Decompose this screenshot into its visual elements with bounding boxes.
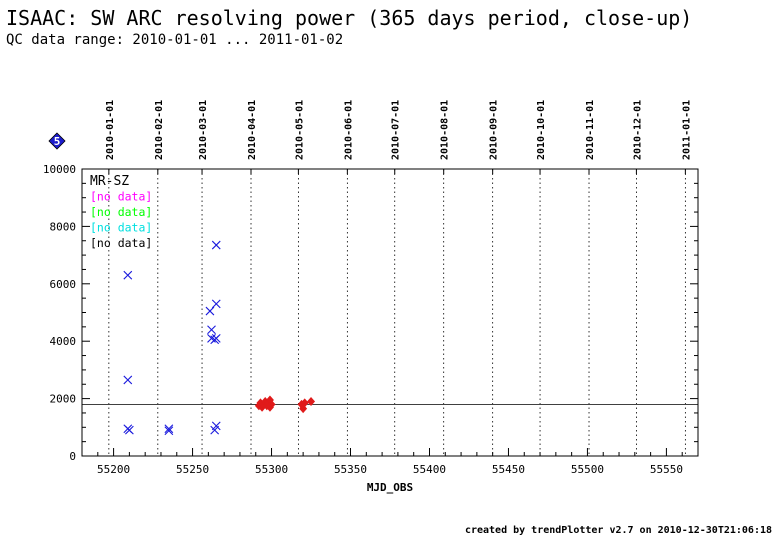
x-stroke <box>205 306 215 316</box>
x-tick-label: 55250 <box>176 463 209 476</box>
x-tick-label: 55350 <box>334 463 367 476</box>
x-tick-label: 55500 <box>571 463 604 476</box>
data-point-x <box>164 424 174 434</box>
badge-diamond <box>48 132 66 150</box>
top-axis-label: 2010-09-01 <box>489 100 500 160</box>
y-tick-label: 2000 <box>50 393 77 406</box>
data-point-x <box>211 333 221 343</box>
x-stroke <box>123 375 133 385</box>
x-axis-label: MJD_OBS <box>367 481 413 494</box>
data-point-diamond <box>300 398 309 408</box>
x-stroke <box>211 333 221 343</box>
chart-subtitle: QC data range: 2010-01-01 ... 2011-01-02 <box>6 32 344 48</box>
x-stroke <box>211 299 221 309</box>
data-point-x <box>205 306 215 316</box>
data-point-x <box>207 333 216 343</box>
top-axis-label: 2010-12-01 <box>632 100 643 160</box>
data-point-x <box>211 299 221 309</box>
x-stroke <box>210 425 220 435</box>
x-stroke <box>207 325 216 335</box>
chart-title: ISAAC: SW ARC resolving power (365 days … <box>6 6 693 30</box>
x-tick-label: 55300 <box>255 463 288 476</box>
legend-entry: [no data] <box>90 205 152 219</box>
top-axis-label: 2010-05-01 <box>294 100 305 160</box>
x-tick-label: 55450 <box>492 463 525 476</box>
top-axis-label: 2010-07-01 <box>391 100 402 160</box>
y-tick-label: 6000 <box>50 278 77 291</box>
x-stroke <box>211 240 221 250</box>
count-badge: 5 <box>48 132 66 150</box>
x-tick-label: 55550 <box>650 463 683 476</box>
top-axis-label: 2010-06-01 <box>343 100 354 160</box>
data-point-x <box>164 426 174 436</box>
top-axis-label: 2010-10-01 <box>536 100 547 160</box>
legend-entry: MR-SZ <box>90 174 129 189</box>
top-axis-label: 2010-08-01 <box>440 100 451 160</box>
top-axis-label: 2011-01-01 <box>681 100 692 160</box>
top-axis-label: 2010-03-01 <box>198 100 209 160</box>
data-point-x <box>207 325 216 335</box>
badge-value: 5 <box>54 135 61 148</box>
data-point-x <box>124 425 134 435</box>
data-point-x <box>123 270 133 280</box>
legend-entry: [no data] <box>90 236 152 250</box>
footer-credit: created by trendPlotter v2.7 on 2010-12-… <box>464 525 772 536</box>
top-axis-label: 2010-01-01 <box>105 100 116 160</box>
y-tick-label: 10000 <box>43 163 76 176</box>
y-tick-label: 8000 <box>50 220 77 233</box>
data-point-x <box>211 240 221 250</box>
x-stroke <box>123 270 133 280</box>
top-axis-label: 2010-11-01 <box>585 100 596 160</box>
data-point-diamond <box>307 396 316 406</box>
top-axis-label: 2010-02-01 <box>154 100 165 160</box>
data-point-x <box>210 425 220 435</box>
x-tick-label: 55400 <box>413 463 446 476</box>
x-stroke <box>164 426 174 436</box>
x-stroke <box>124 425 134 435</box>
x-tick-label: 55200 <box>97 463 130 476</box>
y-tick-label: 4000 <box>50 335 77 348</box>
data-point-x <box>123 375 133 385</box>
legend-entry: [no data] <box>90 221 152 235</box>
x-stroke <box>164 424 174 434</box>
legend-entry: [no data] <box>90 190 152 204</box>
top-axis-label: 2010-04-01 <box>247 100 258 160</box>
y-tick-label: 0 <box>69 450 76 463</box>
plot-frame <box>81 168 699 457</box>
data-point-diamond <box>267 399 276 409</box>
